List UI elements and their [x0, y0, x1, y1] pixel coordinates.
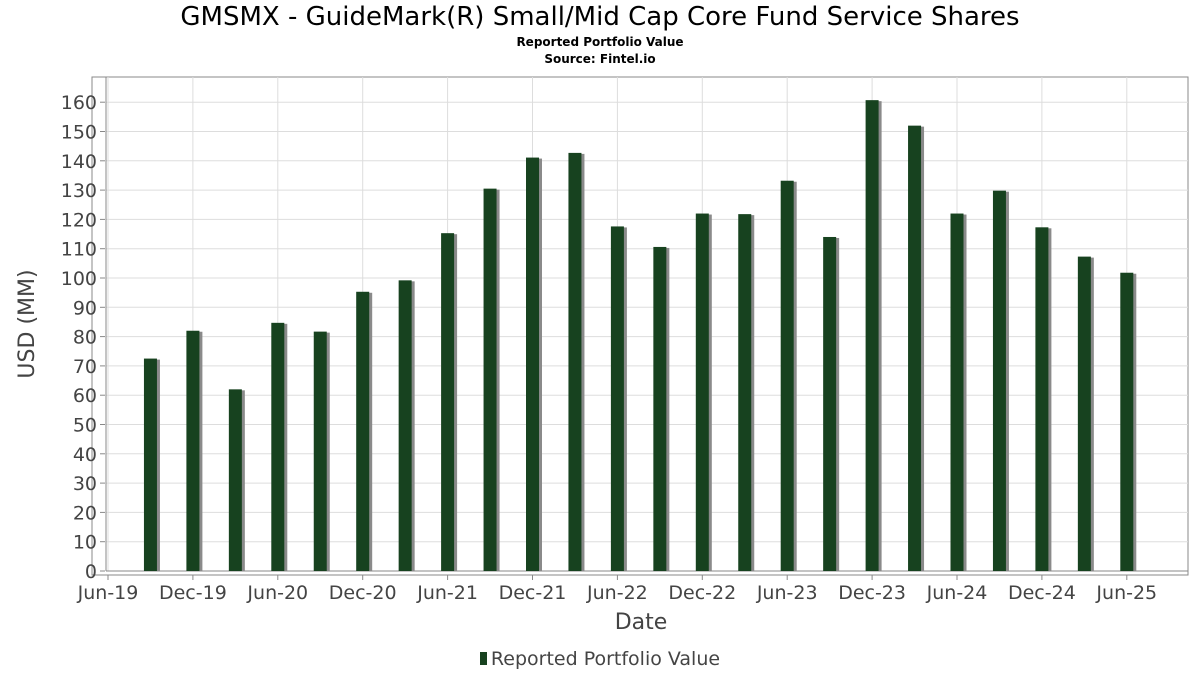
y-tick-label: 0 [85, 561, 97, 583]
legend-label: Reported Portfolio Value [490, 648, 721, 670]
x-tick-label: Jun-21 [416, 582, 478, 604]
bar [865, 100, 879, 572]
x-tick-label: Dec-23 [838, 582, 906, 604]
y-tick-label: 60 [73, 385, 97, 407]
bar [823, 236, 837, 572]
bar [653, 246, 667, 571]
bar [483, 188, 497, 571]
x-tick-label: Jun-23 [756, 582, 818, 604]
y-tick-label: 120 [61, 209, 97, 231]
x-tick-label: Jun-20 [246, 582, 308, 604]
y-tick-label: 150 [61, 122, 97, 144]
bar [526, 157, 539, 571]
plot-frame [91, 76, 1189, 576]
y-tick-label: 30 [73, 473, 97, 495]
y-tick-label: 20 [73, 502, 97, 524]
bar [908, 125, 922, 571]
chart-source: Source: Fintel.io [544, 52, 656, 66]
bar [228, 389, 242, 571]
y-tick-label: 70 [73, 356, 97, 378]
bar [950, 213, 964, 572]
bar [1120, 272, 1134, 571]
x-tick-label: Jun-22 [586, 582, 648, 604]
x-tick-label: Dec-20 [329, 582, 397, 604]
y-tick-label: 90 [73, 297, 97, 319]
bar [695, 213, 709, 572]
y-axis-label: USD (MM) [15, 269, 40, 378]
x-tick-label: Jun-24 [926, 582, 988, 604]
x-axis-label: Date [615, 610, 668, 635]
bar [313, 331, 327, 571]
bar [143, 358, 157, 571]
legend-swatch [479, 652, 487, 665]
y-tick-label: 80 [73, 327, 97, 349]
x-tick-label: Jun-25 [1095, 582, 1157, 604]
bar [398, 280, 412, 571]
bar [610, 226, 624, 571]
bar [186, 330, 200, 571]
bar [356, 291, 370, 571]
y-tick-label: 50 [73, 415, 97, 437]
bar [992, 190, 1006, 571]
y-tick-label: 100 [61, 268, 97, 290]
x-tick-label: Dec-21 [499, 582, 567, 604]
bar [780, 180, 794, 571]
x-tick-label: Dec-22 [668, 582, 736, 604]
bar [738, 214, 752, 571]
y-tick-label: 40 [73, 444, 97, 466]
chart-title: GMSMX - GuideMark(R) Small/Mid Cap Core … [180, 2, 1020, 32]
legend: Reported Portfolio Value [0, 648, 1200, 670]
bar [568, 152, 582, 571]
bar [271, 322, 285, 571]
y-tick-label: 160 [61, 92, 97, 114]
x-tick-label: Jun-19 [77, 582, 139, 604]
y-tick-label: 130 [61, 180, 97, 202]
chart-subtitle: Reported Portfolio Value [516, 35, 684, 49]
y-tick-label: 110 [61, 239, 97, 261]
bar [1035, 227, 1049, 571]
y-tick-label: 140 [61, 151, 97, 173]
bar [1077, 256, 1091, 571]
y-tick-label: 10 [73, 532, 97, 554]
x-tick-label: Dec-24 [1008, 582, 1076, 604]
bar [441, 233, 455, 571]
x-tick-label: Dec-19 [159, 582, 227, 604]
